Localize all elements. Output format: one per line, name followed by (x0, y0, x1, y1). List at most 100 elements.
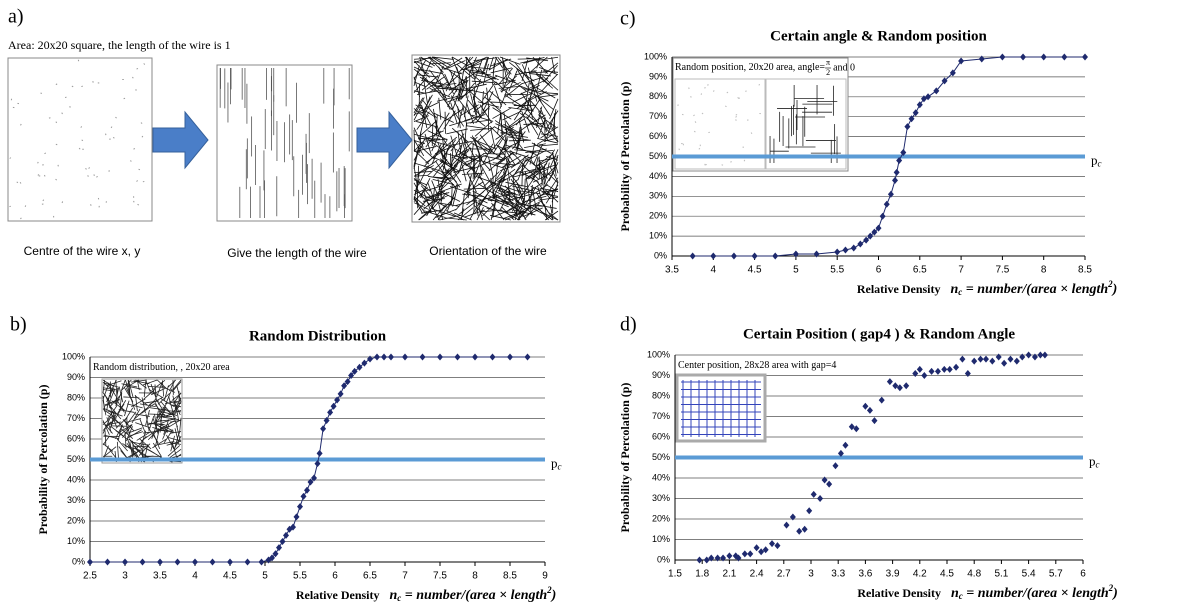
marker (958, 57, 965, 65)
marker (1061, 53, 1068, 61)
y-tick-label: 60% (652, 431, 670, 441)
y-tick-label: 80% (649, 91, 667, 101)
inset-text: Center position, 28x28 area with gap=4 (678, 360, 836, 371)
formula-part: n (951, 586, 959, 601)
marker (903, 382, 910, 390)
marker (726, 552, 733, 560)
x-tick-label: 5.7 (1049, 569, 1063, 580)
wire (168, 395, 174, 412)
wire (132, 76, 134, 79)
wire (520, 57, 542, 64)
x-tick-label: 9 (542, 571, 548, 582)
wire (439, 196, 456, 213)
wire (540, 133, 559, 137)
wire (701, 112, 704, 115)
wire (510, 154, 529, 169)
marker (708, 554, 715, 562)
wire (163, 429, 174, 444)
x-formula: nc = number/(area × length2) (390, 585, 557, 603)
wire (499, 56, 521, 65)
wire (524, 187, 537, 207)
wire (471, 143, 492, 154)
marker (314, 460, 321, 468)
wire (500, 113, 503, 136)
wire (488, 56, 494, 71)
wire (450, 146, 454, 169)
wire (450, 144, 462, 165)
wire (457, 106, 461, 129)
wire (427, 160, 444, 177)
wire (538, 157, 559, 162)
wire (413, 56, 432, 64)
threshold-label: pc (1091, 152, 1102, 168)
y-tick-label: 70% (67, 413, 85, 423)
wire (153, 403, 165, 416)
wire (413, 196, 426, 207)
wire-image (7, 57, 153, 222)
wire (162, 424, 170, 440)
x-tick-label: 3.9 (886, 569, 900, 580)
x-formula: nc = number/(area × length2) (951, 279, 1118, 297)
y-tick-label: 40% (649, 171, 667, 181)
wire (136, 180, 138, 182)
wire (466, 103, 474, 125)
caption: Area: 20x20 square, the length of the wi… (8, 38, 231, 52)
wire (548, 162, 559, 182)
wire (478, 206, 484, 221)
marker (871, 417, 878, 425)
wire (159, 416, 162, 433)
marker (437, 353, 443, 361)
x-tick-label: 6.5 (363, 571, 377, 582)
wire (437, 142, 447, 163)
wire (156, 416, 173, 418)
y-tick-label: 80% (67, 392, 85, 402)
wire (497, 68, 514, 86)
wire (450, 95, 462, 116)
wire (693, 130, 696, 133)
wire (125, 418, 142, 423)
wire (490, 177, 496, 200)
wire (503, 210, 525, 219)
marker (174, 558, 181, 566)
marker (356, 363, 363, 371)
wire (460, 137, 468, 159)
formula-sup: 2 (546, 585, 552, 595)
marker (893, 168, 900, 176)
wire (439, 136, 458, 152)
wire (737, 97, 739, 99)
wire (428, 194, 449, 205)
x-tick-label: 5.4 (1022, 569, 1036, 580)
wire (55, 121, 58, 124)
wire (491, 208, 513, 218)
wire (133, 413, 150, 417)
wire (154, 407, 163, 423)
wire (545, 183, 559, 193)
marker (157, 558, 163, 566)
wire (418, 118, 425, 141)
wire (427, 192, 450, 198)
wire (427, 181, 436, 203)
marker (272, 550, 279, 558)
x-tick-label: 5.1 (994, 569, 1008, 580)
wire (500, 81, 521, 92)
wire (502, 59, 508, 82)
wire (476, 206, 484, 221)
y-tick-label: 40% (67, 474, 85, 484)
formula-part: = number/(area × length (962, 282, 1108, 297)
wire (110, 406, 122, 420)
wire (104, 430, 107, 447)
wire (147, 449, 162, 459)
wire (9, 157, 12, 159)
inset-text: Random position, 20x20 area, angle= (675, 62, 825, 73)
wire (505, 118, 525, 131)
marker (862, 402, 869, 410)
wire (494, 126, 514, 139)
wire (449, 186, 472, 194)
x-tick-label: 7 (958, 265, 964, 276)
y-tick-label: 90% (649, 71, 667, 81)
wire (551, 181, 559, 203)
wire (536, 155, 557, 167)
marker (774, 542, 781, 550)
wire (537, 94, 559, 98)
wire (544, 162, 550, 185)
